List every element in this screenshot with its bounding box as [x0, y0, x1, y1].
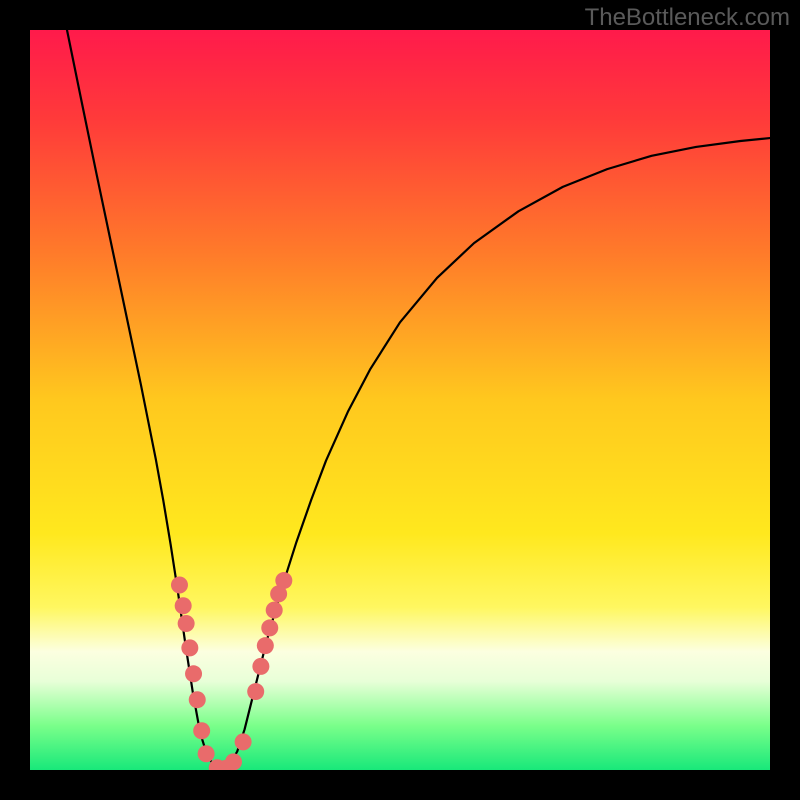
- chart-svg: [30, 30, 770, 770]
- data-point: [261, 619, 278, 636]
- data-point: [275, 572, 292, 589]
- data-point: [178, 615, 195, 632]
- data-point: [252, 658, 269, 675]
- chart-background: [30, 30, 770, 770]
- data-point: [247, 683, 264, 700]
- data-point: [266, 602, 283, 619]
- data-point: [235, 733, 252, 750]
- data-point: [189, 691, 206, 708]
- data-point: [257, 637, 274, 654]
- chart-plot-area: [30, 30, 770, 770]
- watermark: TheBottleneck.com: [585, 4, 790, 32]
- data-point: [193, 722, 210, 739]
- data-point: [185, 665, 202, 682]
- data-point: [181, 639, 198, 656]
- data-point: [175, 597, 192, 614]
- data-point: [171, 577, 188, 594]
- data-point: [225, 753, 242, 770]
- data-point: [198, 745, 215, 762]
